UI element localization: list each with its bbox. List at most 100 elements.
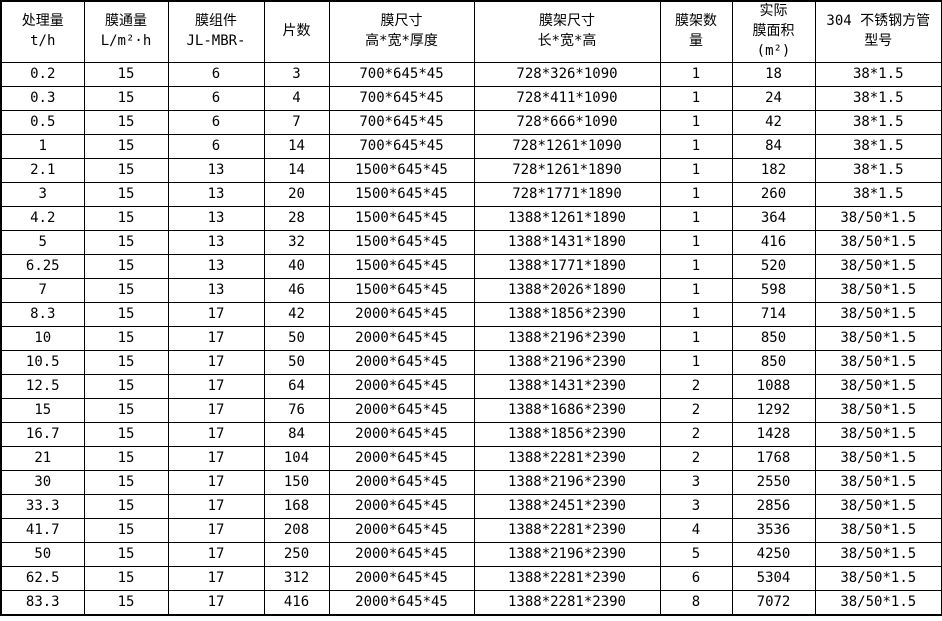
cell-throughput: 50 (0, 541, 85, 567)
table-row: 30 15 17 150 2000*645*45 1388*2196*2390 3 2550 3… (0, 469, 942, 495)
cell-frame-quantity: 1 (659, 229, 733, 255)
cell-frame-quantity: 6 (659, 565, 733, 591)
cell-piece-count: 84 (263, 421, 330, 447)
cell-membrane-module: 17 (167, 589, 265, 616)
cell-actual-area: 4250 (731, 541, 816, 567)
cell-membrane-flux: 15 (83, 397, 169, 423)
cell-membrane-size: 700*645*45 (328, 85, 475, 111)
cell-membrane-module: 17 (167, 517, 265, 543)
cell-steel-tube-model: 38/50*1.5 (814, 277, 942, 303)
column-header-membrane-module: 膜组件 JL-MBR- (167, 0, 265, 63)
cell-membrane-module: 17 (167, 397, 265, 423)
cell-actual-area: 850 (731, 349, 816, 375)
cell-throughput: 10 (0, 325, 85, 351)
cell-frame-quantity: 1 (659, 325, 733, 351)
cell-steel-tube-model: 38/50*1.5 (814, 397, 942, 423)
table-row: 62.5 15 17 312 2000*645*45 1388*2281*2390 6 530… (0, 565, 942, 591)
cell-frame-size: 1388*2281*2390 (473, 565, 661, 591)
cell-membrane-flux: 15 (83, 541, 169, 567)
cell-membrane-size: 2000*645*45 (328, 589, 475, 616)
cell-membrane-flux: 15 (83, 373, 169, 399)
cell-actual-area: 1292 (731, 397, 816, 423)
cell-frame-quantity: 2 (659, 445, 733, 471)
cell-membrane-module: 6 (167, 109, 265, 135)
cell-actual-area: 2856 (731, 493, 816, 519)
cell-membrane-size: 1500*645*45 (328, 229, 475, 255)
column-header-piece-count: 片数 (263, 0, 330, 63)
cell-frame-quantity: 3 (659, 493, 733, 519)
cell-membrane-size: 2000*645*45 (328, 421, 475, 447)
cell-membrane-flux: 15 (83, 421, 169, 447)
cell-steel-tube-model: 38/50*1.5 (814, 421, 942, 447)
cell-membrane-module: 17 (167, 325, 265, 351)
cell-frame-size: 1388*1431*2390 (473, 373, 661, 399)
cell-membrane-module: 13 (167, 229, 265, 255)
cell-actual-area: 5304 (731, 565, 816, 591)
cell-membrane-size: 700*645*45 (328, 61, 475, 87)
column-header-frame-quantity: 膜架数量 (659, 0, 733, 63)
cell-frame-size: 1388*2451*2390 (473, 493, 661, 519)
cell-membrane-module: 13 (167, 157, 265, 183)
cell-piece-count: 50 (263, 325, 330, 351)
cell-membrane-flux: 15 (83, 301, 169, 327)
cell-membrane-module: 17 (167, 493, 265, 519)
column-header-throughput: 处理量 t/h (0, 0, 85, 63)
cell-actual-area: 3536 (731, 517, 816, 543)
cell-steel-tube-model: 38/50*1.5 (814, 517, 942, 543)
cell-actual-area: 850 (731, 325, 816, 351)
cell-membrane-flux: 15 (83, 133, 169, 159)
cell-membrane-module: 17 (167, 445, 265, 471)
cell-frame-quantity: 1 (659, 133, 733, 159)
cell-membrane-module: 6 (167, 61, 265, 87)
cell-membrane-size: 2000*645*45 (328, 373, 475, 399)
cell-membrane-flux: 15 (83, 565, 169, 591)
cell-actual-area: 1088 (731, 373, 816, 399)
table-row: 10.5 15 17 50 2000*645*45 1388*2196*2390 1 850 3… (0, 349, 942, 375)
cell-membrane-size: 2000*645*45 (328, 469, 475, 495)
cell-piece-count: 208 (263, 517, 330, 543)
cell-steel-tube-model: 38*1.5 (814, 61, 942, 87)
table-row: 33.3 15 17 168 2000*645*45 1388*2451*2390 3 285… (0, 493, 942, 519)
cell-actual-area: 42 (731, 109, 816, 135)
cell-throughput: 5 (0, 229, 85, 255)
cell-throughput: 8.3 (0, 301, 85, 327)
cell-membrane-flux: 15 (83, 181, 169, 207)
cell-frame-size: 728*411*1090 (473, 85, 661, 111)
cell-throughput: 4.2 (0, 205, 85, 231)
cell-throughput: 83.3 (0, 589, 85, 616)
cell-piece-count: 40 (263, 253, 330, 279)
cell-membrane-flux: 15 (83, 589, 169, 616)
cell-frame-quantity: 1 (659, 253, 733, 279)
cell-frame-size: 1388*2281*2390 (473, 589, 661, 616)
cell-steel-tube-model: 38*1.5 (814, 157, 942, 183)
cell-membrane-flux: 15 (83, 109, 169, 135)
cell-membrane-flux: 15 (83, 517, 169, 543)
cell-actual-area: 364 (731, 205, 816, 231)
cell-piece-count: 7 (263, 109, 330, 135)
cell-membrane-size: 1500*645*45 (328, 277, 475, 303)
cell-frame-quantity: 3 (659, 469, 733, 495)
cell-membrane-size: 2000*645*45 (328, 301, 475, 327)
cell-actual-area: 416 (731, 229, 816, 255)
cell-frame-size: 728*1261*1090 (473, 133, 661, 159)
cell-frame-size: 1388*2026*1890 (473, 277, 661, 303)
cell-membrane-size: 2000*645*45 (328, 397, 475, 423)
cell-actual-area: 24 (731, 85, 816, 111)
cell-throughput: 0.5 (0, 109, 85, 135)
cell-frame-size: 1388*1431*1890 (473, 229, 661, 255)
table-row: 83.3 15 17 416 2000*645*45 1388*2281*2390 8 707… (0, 589, 942, 616)
cell-piece-count: 46 (263, 277, 330, 303)
cell-piece-count: 50 (263, 349, 330, 375)
cell-actual-area: 18 (731, 61, 816, 87)
cell-steel-tube-model: 38*1.5 (814, 85, 942, 111)
cell-actual-area: 2550 (731, 469, 816, 495)
cell-membrane-size: 2000*645*45 (328, 565, 475, 591)
cell-membrane-module: 17 (167, 373, 265, 399)
cell-membrane-size: 1500*645*45 (328, 157, 475, 183)
column-header-steel-tube-model: 304 不锈钢方管 型号 (814, 0, 942, 63)
cell-frame-quantity: 1 (659, 85, 733, 111)
cell-membrane-module: 17 (167, 565, 265, 591)
cell-membrane-module: 13 (167, 253, 265, 279)
cell-membrane-flux: 15 (83, 253, 169, 279)
